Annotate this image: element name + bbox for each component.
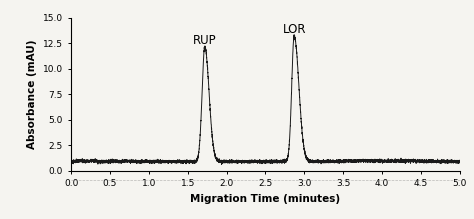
Text: LOR: LOR [283,23,306,36]
X-axis label: Migration Time (minutes): Migration Time (minutes) [191,194,340,204]
Text: RUP: RUP [193,34,217,47]
Y-axis label: Absorbance (mAU): Absorbance (mAU) [27,39,37,149]
